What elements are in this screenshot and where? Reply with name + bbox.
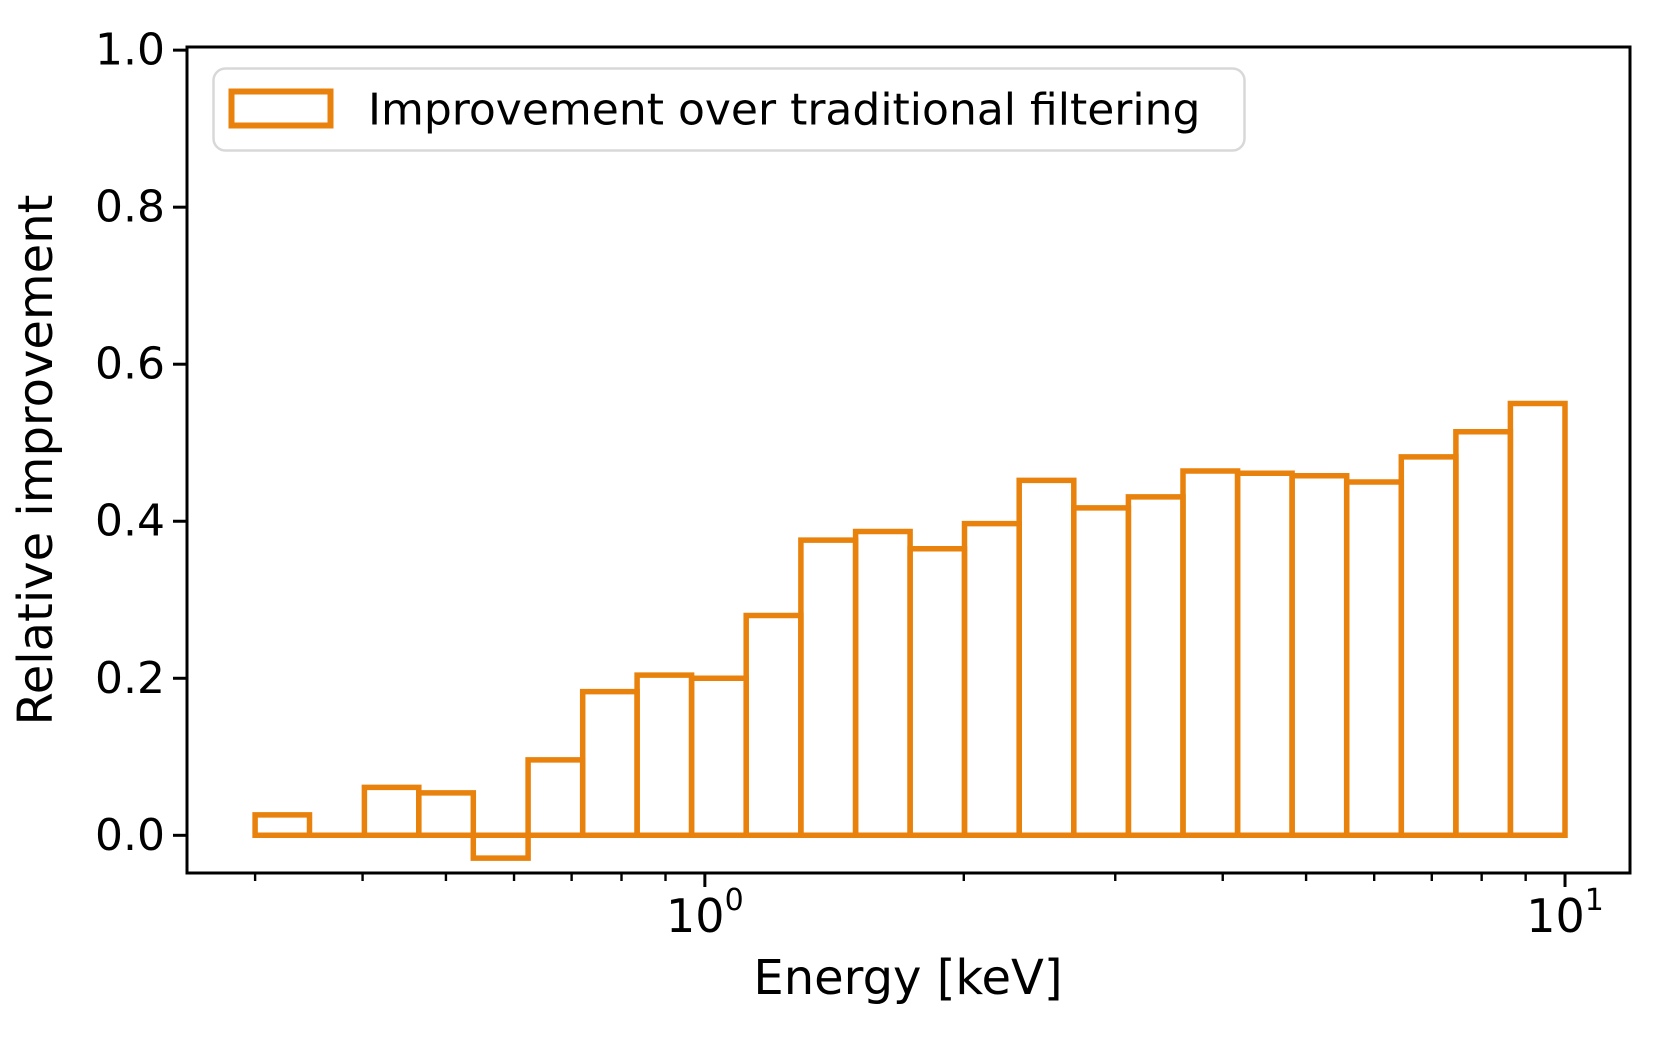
y-tick-label: 0.4: [95, 496, 165, 547]
histogram-bar: [634, 672, 695, 839]
histogram-bar: [470, 832, 531, 861]
histogram-bar: [1016, 477, 1077, 839]
y-tick-label: 0.8: [95, 182, 165, 233]
y-tick-label: 0.0: [95, 810, 165, 861]
y-tick-label: 1.0: [95, 25, 165, 76]
histogram-bar: [416, 790, 477, 839]
legend: Improvement over traditional filtering: [212, 67, 1246, 152]
y-axis-label: Relative improvement: [8, 195, 64, 726]
histogram-bar: [852, 528, 913, 839]
legend-label: Improvement over traditional filtering: [368, 85, 1200, 136]
x-tick-label: 100: [666, 883, 744, 943]
histogram-bars: [252, 400, 1568, 861]
x-tick-label: 101: [1526, 883, 1604, 943]
y-tick-label: 0.6: [95, 339, 165, 390]
histogram-bar: [252, 812, 313, 839]
histogram-bar: [1289, 472, 1350, 839]
histogram-bar: [361, 784, 422, 839]
plot-spines: [185, 45, 1632, 875]
y-axis-ticks: 0.0 0.2 0.4 0.6 0.8 1.0: [95, 25, 187, 861]
legend-box: [212, 67, 1246, 152]
legend-swatch-icon: [228, 88, 334, 129]
y-tick-label: 0.2: [95, 653, 165, 704]
histogram-bar: [1507, 400, 1568, 839]
x-axis-label: Energy [keV]: [753, 950, 1062, 1006]
